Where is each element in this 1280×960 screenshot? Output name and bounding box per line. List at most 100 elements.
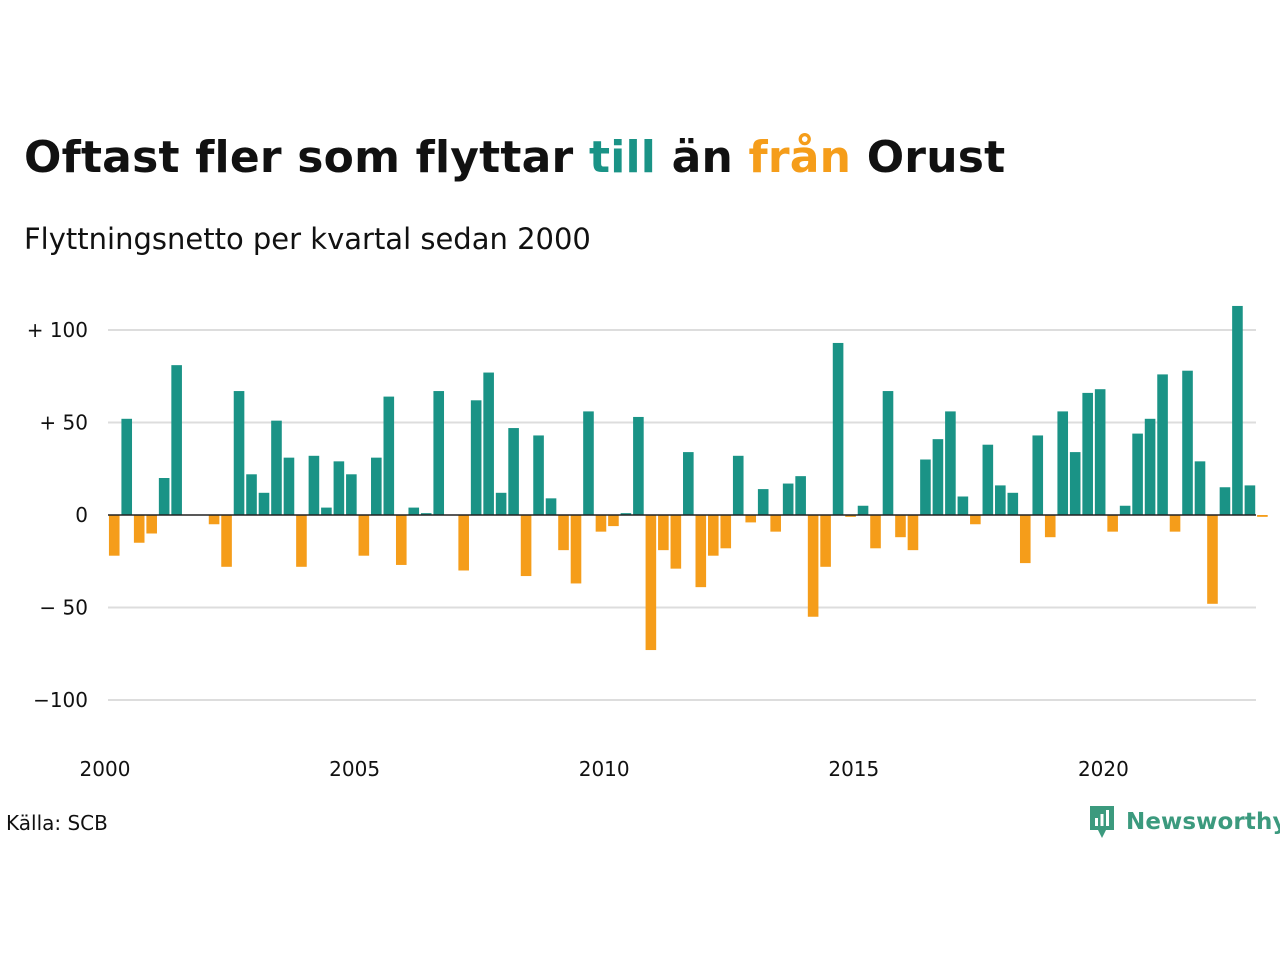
bar: 2013K3: 17: [782, 483, 794, 515]
bar: 2014K1: -55: [807, 515, 819, 617]
bar: 2023K1: -1: [1257, 515, 1268, 517]
bar: 2003K4: -28: [296, 515, 307, 567]
x-tick-label: 2000: [80, 757, 131, 781]
bar: 2005K1: -22: [358, 515, 370, 556]
bar: 2004K2: 4: [321, 507, 332, 515]
bar: 2011K3: 34: [683, 452, 694, 515]
bar: 2004K4: 22: [346, 474, 357, 515]
bar: 2000K2: 52: [121, 418, 133, 515]
title-part-1: Oftast fler som flyttar: [24, 132, 589, 183]
bar: 2002K4: 22: [246, 474, 257, 515]
bar: 2018K3: 43: [1032, 435, 1044, 515]
bar: 2006K3: 67: [433, 391, 445, 515]
bar: 2009K3: 56: [583, 411, 594, 515]
bar: 2020K1: -9: [1107, 515, 1118, 532]
bar: 2015K1: 5: [857, 505, 869, 515]
bar: 2009K2: -37: [570, 515, 582, 584]
bar: 2019K2: 34: [1069, 452, 1081, 515]
bar: 2002K3: 67: [233, 391, 245, 515]
bar: 2008K2: -33: [520, 515, 532, 577]
x-tick-label: 2015: [828, 757, 879, 781]
bar: 2001K1: 20: [158, 478, 170, 515]
y-tick-label: 0: [75, 503, 88, 527]
x-tick-label: 2005: [329, 757, 380, 781]
newsworthy-logo-icon: [1090, 806, 1114, 838]
bar: 2022K1: -48: [1207, 515, 1218, 604]
bar: 2022K4: 16: [1244, 485, 1256, 515]
x-tick-label: 2020: [1078, 757, 1129, 781]
bar: 2015K3: 67: [882, 391, 894, 515]
bar: 2022K3: 113: [1232, 305, 1243, 515]
bar: 2003K3: 31: [283, 457, 295, 515]
bar: 2011K4: -39: [695, 515, 707, 588]
bar: 2014K2: -28: [820, 515, 831, 567]
brand-name: Newsworthy: [1126, 809, 1280, 835]
bar: 2012K1: -22: [707, 515, 719, 556]
bar: 2018K2: -26: [1019, 515, 1031, 564]
bar: 2013K2: -9: [770, 515, 781, 532]
bar: 2019K1: 56: [1057, 411, 1069, 515]
bar: 2020K2: 5: [1119, 505, 1131, 515]
bar: 2016K4: 56: [945, 411, 956, 515]
y-tick-label: − 50: [39, 596, 88, 620]
bar: 2011K2: -29: [670, 515, 682, 569]
bar: 2009K4: -9: [595, 515, 607, 532]
bar: 2001K2: 81: [171, 365, 182, 515]
bar: 2000K3: -15: [133, 515, 145, 543]
bar: 2021K3: 78: [1182, 370, 1193, 515]
bar: 2016K2: 30: [920, 459, 931, 515]
bar: 2020K3: 44: [1132, 433, 1143, 515]
bar: 2018K1: 12: [1007, 492, 1019, 515]
bar: 2021K2: -9: [1169, 515, 1181, 532]
bar: 2019K3: 66: [1082, 392, 1093, 515]
bar: 2017K3: 38: [982, 444, 994, 515]
bar: 2010K4: -73: [645, 515, 657, 651]
bar: 2019K4: 68: [1094, 389, 1106, 515]
bar: 2021K4: 29: [1194, 461, 1206, 515]
bar: 2003K1: 12: [258, 492, 270, 515]
bar: 2014K4: -1: [845, 515, 856, 517]
title-fran: från: [748, 132, 852, 183]
bar: 2007K3: 77: [483, 372, 494, 515]
bar: 2008K3: 43: [533, 435, 544, 515]
title-till: till: [588, 132, 657, 183]
y-tick-label: + 50: [39, 411, 88, 435]
brand-logo[interactable]: Newsworthy: [1088, 804, 1280, 840]
bar: 2006K2: 1: [420, 513, 432, 515]
bar: 2004K1: 32: [308, 455, 320, 515]
bar: 2022K2: 15: [1219, 487, 1231, 515]
bars: 2000K1: -222000K2: 522000K3: -152000K4: …: [108, 305, 1268, 651]
chart-subtitle: Flyttningsnetto per kvartal sedan 2000: [24, 222, 591, 256]
bar: 2000K1: -22: [108, 515, 120, 556]
bar: 2007K1: -30: [458, 515, 469, 571]
bar: 2016K3: 41: [932, 439, 944, 515]
bar: 2013K1: 14: [757, 489, 769, 515]
bar: 2007K2: 62: [470, 400, 482, 515]
bar: 2021K1: 76: [1157, 374, 1168, 515]
y-tick-label: + 100: [27, 318, 88, 342]
bar: 2020K4: 52: [1144, 418, 1156, 515]
bar: 2010K2: 1: [620, 513, 632, 515]
bar: 2000K4: -10: [146, 515, 157, 534]
bar: 2012K2: -18: [720, 515, 732, 549]
bar: 2010K3: 53: [633, 416, 644, 515]
source-note: Källa: SCB: [6, 811, 108, 835]
bar: 2016K1: -19: [907, 515, 919, 551]
bar: 2013K4: 21: [795, 476, 806, 515]
x-tick-label: 2010: [579, 757, 630, 781]
bar: 2012K4: -4: [745, 515, 757, 523]
bar: 2009K1: -19: [558, 515, 569, 551]
bar: 2005K2: 31: [371, 457, 382, 515]
x-axis-tick-labels: 2000 2005 2010 2015 2020: [80, 757, 1129, 781]
title-part-3: Orust: [851, 132, 1006, 183]
bar: 2011K1: -19: [658, 515, 669, 551]
bar: 2014K3: 93: [832, 342, 844, 515]
bar: 2008K1: 47: [508, 428, 519, 515]
bar: 2005K4: -27: [395, 515, 407, 565]
bar: 2015K2: -18: [870, 515, 881, 549]
chart-title: Oftast fler som flyttar till än från Oru…: [24, 132, 1005, 183]
bar: 2005K3: 64: [383, 396, 395, 515]
bar: 2017K2: -5: [970, 515, 981, 525]
bar: 2012K3: 32: [732, 455, 744, 515]
bar: 2002K2: -28: [221, 515, 232, 567]
